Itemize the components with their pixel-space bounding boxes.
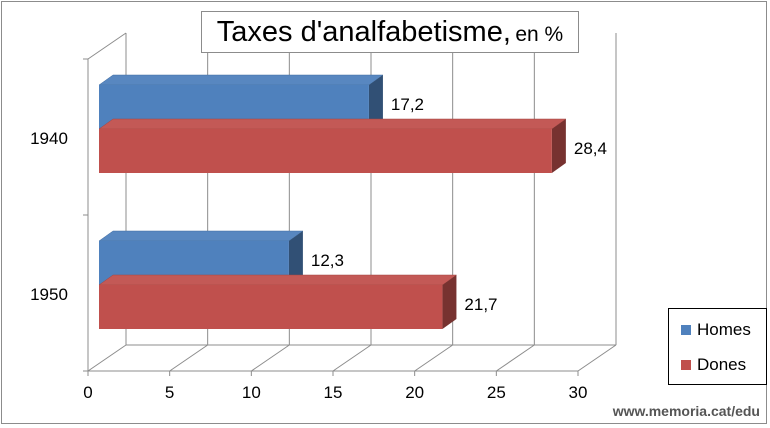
bar-top-face <box>98 274 458 286</box>
chart-title: Taxes d'analfabetisme, <box>216 16 511 48</box>
bar-side-face <box>551 119 566 173</box>
category-label: 1940 <box>30 129 68 148</box>
x-tick-label: 25 <box>487 383 506 402</box>
watermark: www.memoria.cat/edu <box>612 403 760 419</box>
category-label: 1950 <box>30 285 68 304</box>
x-tick-label: 5 <box>165 383 174 402</box>
x-tick-label: 10 <box>242 383 261 402</box>
x-tick-label: 20 <box>405 383 424 402</box>
data-label: 12,3 <box>311 251 344 270</box>
x-tick-label: 15 <box>324 383 343 402</box>
floor-gridline <box>577 344 617 372</box>
wall-top-edge <box>87 32 127 60</box>
chart-title-box: Taxes d'analfabetisme, en % <box>201 11 579 53</box>
legend-item-dones: Dones <box>681 355 746 375</box>
bar-dones <box>99 285 443 329</box>
legend-item-homes: Homes <box>681 320 751 340</box>
x-tick-label: 0 <box>83 383 92 402</box>
bar-top-face <box>98 118 567 130</box>
bar-side-face <box>442 275 457 329</box>
data-label: 28,4 <box>574 139 607 158</box>
chart-title-unit: en % <box>515 23 564 46</box>
legend-label-homes: Homes <box>697 320 751 339</box>
floor-gridline <box>332 344 372 372</box>
bar-side-face <box>288 231 303 285</box>
x-tick-label: 30 <box>569 383 588 402</box>
bar-side-face <box>368 75 383 129</box>
legend-label-dones: Dones <box>697 355 747 374</box>
legend-swatch-dones <box>681 360 691 370</box>
bar-top-face <box>98 230 304 242</box>
bar-dones <box>99 129 552 173</box>
floor-gridline <box>169 344 208 372</box>
bar-top-face <box>98 74 384 86</box>
floor-gridline <box>414 344 453 372</box>
chart-legend: Homes Dones <box>668 308 767 385</box>
floor-gridline <box>251 344 290 372</box>
legend-swatch-homes <box>681 325 691 335</box>
data-label: 21,7 <box>464 295 497 314</box>
data-label: 17,2 <box>391 95 424 114</box>
floor-gridline <box>496 344 535 372</box>
floor-gridline <box>87 344 127 372</box>
